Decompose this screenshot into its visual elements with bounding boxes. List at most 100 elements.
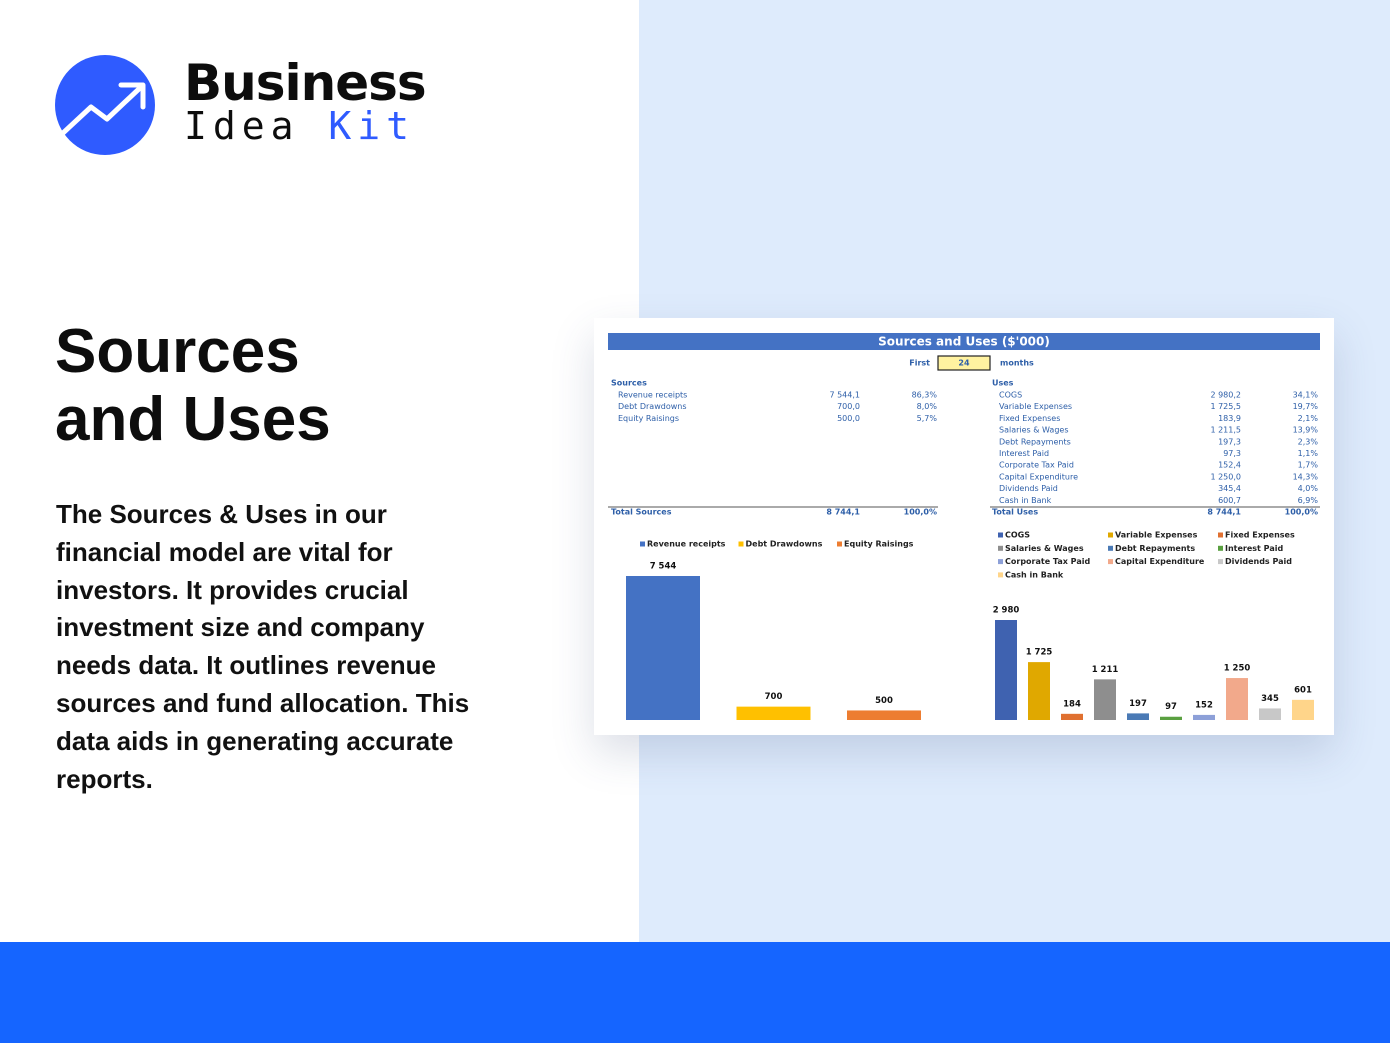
row-value: 1 211,5: [1210, 426, 1241, 435]
value-label: 345: [1261, 694, 1279, 704]
row-percent: 34,1%: [1293, 391, 1319, 400]
row-value: 2 980,2: [1210, 391, 1241, 400]
row-value: 500,0: [837, 414, 860, 423]
value-label: 152: [1195, 700, 1213, 710]
logo-word: Business: [184, 54, 427, 112]
legend-label: Debt Repayments: [1115, 544, 1195, 553]
value-label: 601: [1294, 685, 1312, 695]
value-label: 1 250: [1224, 664, 1251, 674]
bar: [847, 710, 921, 720]
row-label: Salaries & Wages: [999, 426, 1069, 435]
row-label: Interest Paid: [999, 449, 1049, 458]
value-label: 184: [1063, 699, 1081, 709]
row-label: Debt Drawdowns: [618, 402, 687, 411]
period-label: First: [909, 359, 930, 368]
bar: [1292, 699, 1314, 720]
table-header: Uses: [992, 379, 1014, 388]
legend-label: Variable Expenses: [1115, 531, 1198, 540]
legend-swatch: [1218, 559, 1223, 565]
row-label: Equity Raisings: [618, 414, 679, 423]
spreadsheet-card: Sources and Uses ($'000) First 24 months…: [594, 318, 1334, 735]
total-percent: 100,0%: [1285, 508, 1318, 517]
logo-word: Kit: [328, 104, 416, 148]
row-value: 197,3: [1218, 437, 1241, 446]
total-percent: 100,0%: [904, 508, 937, 517]
legend-label: Salaries & Wages: [1005, 544, 1084, 553]
legend-swatch: [998, 532, 1003, 538]
row-label: Revenue receipts: [618, 391, 687, 400]
logo-subtitle: Idea Kit: [184, 104, 415, 148]
total-value: 8 744,1: [826, 508, 860, 517]
row-value: 97,3: [1223, 449, 1241, 458]
value-label: 700: [765, 692, 783, 702]
bar: [1160, 716, 1182, 720]
sheet-title: Sources and Uses ($'000): [878, 335, 1050, 349]
legend-swatch: [837, 541, 842, 547]
legend-swatch: [1108, 545, 1113, 551]
legend-swatch: [640, 541, 645, 547]
value-label: 7 544: [650, 562, 677, 572]
legend-swatch: [1218, 545, 1223, 551]
bar: [626, 576, 700, 720]
legend-swatch: [1108, 559, 1113, 565]
row-value: 152,4: [1218, 461, 1241, 470]
bar: [1226, 678, 1248, 720]
row-label: Debt Repayments: [999, 437, 1071, 446]
value-label: 2 980: [993, 606, 1020, 616]
total-value: 8 744,1: [1207, 508, 1241, 517]
row-value: 183,9: [1218, 414, 1241, 423]
legend-swatch: [998, 559, 1003, 565]
period-unit: months: [1000, 359, 1034, 368]
row-percent: 2,3%: [1298, 437, 1319, 446]
bar: [736, 706, 811, 720]
logo-icon: [55, 55, 155, 155]
row-percent: 19,7%: [1293, 402, 1319, 411]
legend-label: Capital Expenditure: [1115, 557, 1205, 566]
total-label: Total Sources: [611, 508, 672, 517]
row-value: 1 725,5: [1210, 402, 1241, 411]
row-value: 1 250,0: [1210, 472, 1241, 481]
legend-label: Debt Drawdowns: [746, 540, 823, 549]
row-percent: 1,1%: [1298, 449, 1319, 458]
row-percent: 1,7%: [1298, 461, 1319, 470]
period-value[interactable]: 24: [958, 359, 970, 368]
row-label: Variable Expenses: [999, 402, 1072, 411]
bar: [1094, 679, 1116, 720]
value-label: 1 725: [1026, 648, 1053, 658]
value-label: 1 211: [1092, 665, 1119, 675]
description: The Sources & Uses in our financial mode…: [56, 499, 470, 794]
row-label: Dividends Paid: [999, 484, 1058, 493]
bar: [1028, 662, 1050, 720]
legend-label: Dividends Paid: [1225, 557, 1292, 566]
row-value: 700,0: [837, 402, 860, 411]
spreadsheet: Sources and Uses ($'000) First 24 months…: [608, 333, 1320, 720]
legend-swatch: [1108, 532, 1113, 538]
legend-label: COGS: [1005, 531, 1030, 540]
row-percent: 6,9%: [1298, 496, 1319, 505]
legend-label: Fixed Expenses: [1225, 531, 1295, 540]
row-label: Corporate Tax Paid: [999, 461, 1074, 470]
legend-swatch: [998, 572, 1003, 578]
row-value: 7 544,1: [829, 391, 860, 400]
row-percent: 13,9%: [1293, 426, 1319, 435]
row-percent: 4,0%: [1298, 484, 1319, 493]
row-label: COGS: [999, 391, 1022, 400]
legend-swatch: [738, 541, 744, 547]
bar: [995, 620, 1017, 720]
row-value: 345,4: [1218, 484, 1241, 493]
heading: Sources and Uses: [55, 317, 331, 454]
bar: [1259, 708, 1281, 720]
legend-swatch: [998, 545, 1003, 551]
value-label: 500: [875, 696, 893, 706]
table-header: Sources: [611, 379, 647, 388]
bar: [1127, 713, 1149, 720]
bar: [1061, 713, 1083, 720]
row-label: Fixed Expenses: [999, 414, 1060, 423]
footer-bar: [0, 942, 1390, 1043]
row-label: Cash in Bank: [999, 496, 1052, 505]
row-label: Capital Expenditure: [999, 472, 1078, 481]
legend-label: Corporate Tax Paid: [1005, 557, 1090, 566]
total-label: Total Uses: [992, 508, 1038, 517]
legend-swatch: [1218, 532, 1223, 538]
